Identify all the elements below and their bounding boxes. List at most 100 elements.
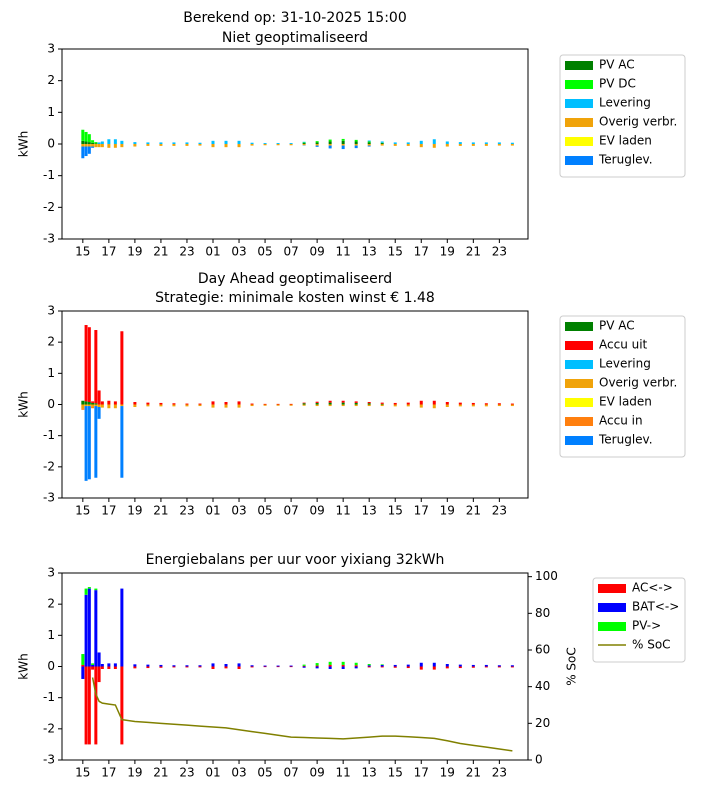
bar [511,404,514,405]
bar [316,142,319,144]
bar [114,405,117,409]
bar [98,667,101,683]
bar [472,665,475,667]
bar [91,405,94,407]
bar [98,652,101,666]
bar [91,663,94,665]
bar [101,667,104,669]
bar [342,662,345,665]
bar [485,142,488,144]
bar [88,405,91,407]
bar [107,405,110,409]
bar [98,144,101,147]
bar [211,401,214,404]
bar [316,405,319,407]
legend-swatch [565,417,593,426]
bar [407,403,410,405]
bar [316,667,319,669]
x-tick-label: 17 [101,245,116,259]
bar [81,665,84,667]
bar [251,404,254,405]
bar [81,147,84,159]
y2-tick-label: 60 [535,643,550,657]
legend-label: % SoC [632,638,671,652]
bar [459,142,462,144]
bar [225,667,228,669]
bar [94,144,97,147]
bar [329,146,332,149]
bar [85,325,88,401]
bar [120,331,123,404]
bar [120,141,123,144]
bar [94,143,97,144]
bar [81,144,84,147]
bar [511,143,514,144]
bar [264,143,267,144]
bar [251,143,254,144]
bar [511,144,514,146]
bar [290,405,293,406]
bar [85,144,88,147]
bar [329,405,332,407]
axes-frame [62,573,528,760]
bar [459,403,462,405]
y-tick-label: -3 [43,753,55,767]
bar [238,405,241,408]
bar [81,405,84,409]
y-axis-label: kWh [17,131,31,157]
bar [303,667,306,668]
bar [251,665,254,666]
bar [277,666,280,667]
bar [446,141,449,144]
legend-label: Levering [599,96,651,110]
bar [355,403,358,405]
bar [511,667,514,668]
bar [316,402,319,403]
y2-axis-label: % SoC [565,647,579,686]
bar [172,667,175,668]
bar [81,667,84,679]
x-tick-label: 15 [388,245,403,259]
y-tick-label: -2 [43,721,55,735]
x-tick-label: 15 [75,504,90,518]
bar [355,667,358,669]
x-tick-label: 09 [309,766,324,780]
bar [394,403,397,405]
bar [85,589,88,595]
bar [225,144,228,147]
bar [485,403,488,404]
bar [172,665,175,666]
bar [316,403,319,405]
bar [290,666,293,667]
bar [88,134,91,142]
bar [433,401,436,405]
bar [498,142,501,144]
bar [381,404,384,405]
y-tick-label: -3 [43,491,55,505]
bar [303,403,306,404]
bar [198,667,201,668]
x-tick-label: 17 [101,766,116,780]
bar [303,403,306,404]
legend-swatch [565,360,593,369]
bar [88,402,91,404]
bar [264,405,267,406]
bar [94,405,97,407]
bar [146,144,149,146]
bar [316,141,319,142]
chart-title: Energiebalans per uur voor yixiang 32kWh [146,552,445,568]
bar [133,402,136,404]
legend-label: AC<-> [632,581,673,595]
bar [381,665,384,667]
x-tick-label: 21 [466,245,481,259]
bar [303,666,306,667]
bar [133,144,136,147]
bar [114,139,117,144]
bar [368,403,371,404]
bar [381,141,384,142]
bar [342,144,345,146]
bar [433,405,436,409]
bar [120,144,123,147]
x-tick-label: 03 [231,504,246,518]
bar [459,405,462,407]
